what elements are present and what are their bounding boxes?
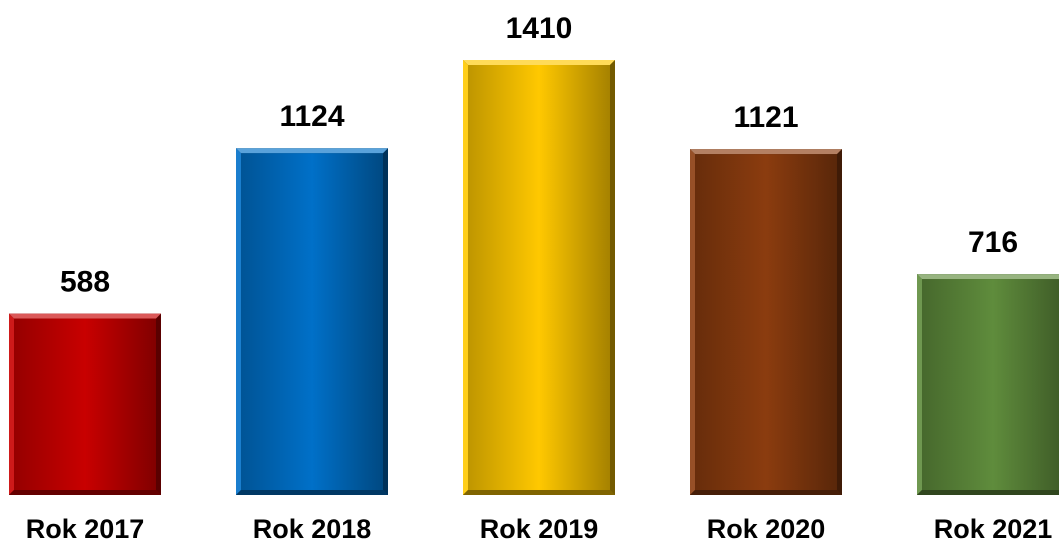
bar-bevel-bottom xyxy=(690,490,842,495)
category-label-1: Rok 2017 xyxy=(26,514,145,544)
bar-bevel-left xyxy=(463,60,468,495)
bar-bevel-top xyxy=(690,149,842,155)
bar-bevel-bottom xyxy=(9,490,161,495)
value-label-5: 716 xyxy=(968,226,1018,259)
bar-bevel-left xyxy=(917,274,922,495)
category-label-2: Rok 2018 xyxy=(253,514,372,544)
bar-bevel-bottom xyxy=(463,490,615,495)
category-label-5: Rok 2021 xyxy=(934,514,1053,544)
bar-3 xyxy=(463,60,615,495)
value-label-4: 1121 xyxy=(733,101,798,134)
bar-bevel-right xyxy=(837,149,842,495)
bar-bevel-right xyxy=(383,148,388,495)
bar-bevel-right xyxy=(610,60,615,495)
bar-bevel-top xyxy=(917,274,1059,280)
bar-1 xyxy=(9,313,161,495)
value-labels-layer: 588 1124 1410 1121 716 xyxy=(60,12,1018,299)
bar-2 xyxy=(236,148,388,495)
bar-5 xyxy=(917,274,1059,495)
bar-body xyxy=(922,279,1059,490)
category-labels-layer: Rok 2017 Rok 2018 Rok 2019 Rok 2020 Rok 2021 xyxy=(26,514,1053,544)
bars-layer xyxy=(9,60,1059,495)
bar-4 xyxy=(690,149,842,495)
bar-bevel-left xyxy=(690,149,695,495)
bar-body xyxy=(695,154,837,490)
bar-bevel-bottom xyxy=(236,490,388,495)
bar-bevel-top xyxy=(236,148,388,154)
category-label-4: Rok 2020 xyxy=(707,514,826,544)
bar-body xyxy=(14,318,156,490)
category-label-3: Rok 2019 xyxy=(480,514,599,544)
value-label-1: 588 xyxy=(60,266,110,299)
bar-bevel-left xyxy=(9,313,14,495)
bar-bevel-right xyxy=(156,313,161,495)
bar-bevel-top xyxy=(463,60,615,65)
bar-bevel-bottom xyxy=(917,490,1059,495)
bar-body xyxy=(241,153,383,490)
value-label-3: 1410 xyxy=(506,12,573,45)
bar-bevel-left xyxy=(236,148,241,495)
bar-body xyxy=(468,65,610,490)
value-label-2: 1124 xyxy=(279,100,344,133)
bar-bevel-top xyxy=(9,313,161,319)
